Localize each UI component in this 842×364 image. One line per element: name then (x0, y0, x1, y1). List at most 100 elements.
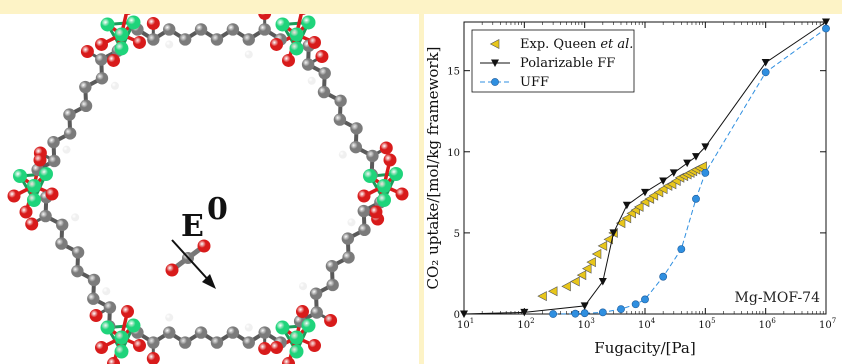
oxygen-atom (133, 35, 146, 49)
data-point (621, 213, 632, 224)
carbon-atom (95, 72, 109, 85)
carbon-atom (194, 326, 208, 339)
data-point (571, 309, 580, 318)
oxygen-atom (299, 14, 306, 15)
oxygen-atom (7, 189, 21, 203)
y-tick-label: 10 (447, 148, 460, 159)
hydrogen-atom (71, 213, 80, 222)
hydrogen-atom (165, 313, 174, 322)
oxygen-atom (296, 305, 309, 319)
oxygen-atom (89, 308, 103, 322)
data-point (598, 278, 607, 286)
x-tick-label: 102 (517, 317, 534, 331)
oxygen-atom (95, 341, 108, 355)
carbon-atom (357, 204, 370, 218)
field-arrow-head (202, 274, 216, 289)
magnesium-atom (275, 320, 290, 335)
data-point (761, 59, 770, 67)
data-point (609, 229, 618, 237)
carbon-atom (63, 127, 77, 140)
carbon-atom (226, 23, 240, 36)
magnesium-atom (289, 27, 304, 42)
data-point (460, 310, 468, 318)
magnesium-atom (301, 318, 316, 333)
oxygen-atom (95, 37, 108, 51)
carbon-atom (55, 218, 69, 232)
bond-layer (12, 14, 404, 364)
x-tick-label: 107 (819, 317, 836, 331)
carbon-atom (333, 113, 347, 126)
carbon-atom (95, 53, 108, 66)
oxygen-atom (197, 239, 211, 253)
hydrogen-atom (244, 50, 253, 59)
data-point (631, 300, 640, 309)
oxygen-atom (282, 53, 295, 67)
carbon-atom (318, 67, 331, 80)
carbon-atom (301, 58, 315, 71)
oxygen-atom (33, 153, 47, 167)
magnesium-atom (289, 41, 304, 56)
x-tick-label: 105 (698, 317, 715, 331)
carbon-atom (48, 154, 61, 168)
carbon-atom (147, 336, 160, 349)
data-point (659, 272, 668, 281)
carbon-atom (349, 140, 363, 154)
hydrogen-atom (307, 76, 316, 85)
carbon-atom (366, 149, 379, 163)
y-tick-label: 0 (454, 310, 460, 321)
series-1 (460, 18, 830, 318)
data-point (549, 310, 558, 318)
legend-marker (489, 39, 500, 49)
data-point (691, 153, 700, 161)
oxygen-atom (324, 313, 338, 327)
data-point (697, 161, 707, 172)
oxygen-atom (270, 341, 283, 355)
data-point (701, 143, 710, 151)
data-point (641, 188, 649, 197)
oxygen-atom (80, 45, 94, 59)
oxygen-atom (270, 37, 283, 51)
legend-marker (491, 78, 499, 86)
legend-label: UFF (520, 75, 549, 90)
carbon-atom (317, 85, 331, 99)
oxygen-atom (25, 217, 39, 231)
magnesium-atom (289, 344, 304, 359)
oxygen-atom (146, 352, 160, 364)
magnesium-atom (389, 167, 403, 181)
carbon-atom (194, 23, 208, 36)
x-tick-label: 104 (638, 317, 656, 331)
data-point (561, 281, 571, 292)
oxygen-atom (315, 50, 329, 64)
data-point (591, 248, 602, 259)
carbon-atom (210, 336, 224, 349)
magnesium-atom (377, 179, 391, 193)
magnesium-atom (27, 193, 41, 207)
data-point (603, 234, 613, 245)
data-point (547, 286, 558, 297)
magnesium-atom (13, 169, 27, 183)
series-2 (549, 24, 830, 318)
hydrogen-atom (244, 323, 253, 332)
carbon-atom (310, 306, 323, 319)
oxygen-atom (369, 205, 383, 219)
data-point (580, 302, 589, 310)
oxygen-atom (146, 16, 160, 30)
magnesium-atom (114, 330, 129, 345)
magnesium-atom (27, 179, 41, 193)
hydrogen-atom (338, 150, 347, 159)
carbon-atom (242, 336, 255, 349)
carbon-atom (210, 33, 224, 46)
chart-annotation: Mg-MOF-74 (735, 290, 821, 306)
oxygen-atom (357, 189, 371, 203)
oxygen-atom (379, 141, 393, 155)
carbon-atom (163, 326, 176, 339)
magnesium-atom (363, 169, 377, 183)
data-point (617, 305, 625, 314)
carbon-atom (71, 246, 85, 259)
data-point (692, 194, 700, 203)
carbon-atom (63, 108, 76, 121)
carbon-atom (79, 99, 93, 113)
carbon-atom (147, 33, 160, 46)
series-line (463, 21, 827, 315)
magnesium-atom (301, 15, 316, 30)
